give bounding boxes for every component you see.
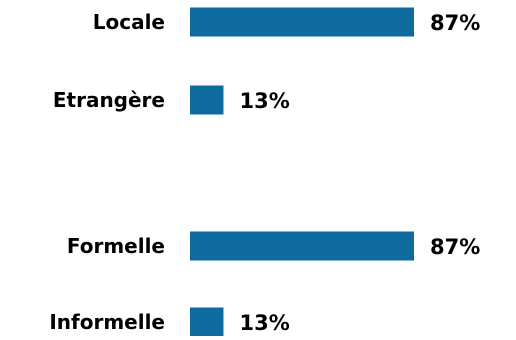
chart-group-2: Formelle 87% Informelle 13% xyxy=(49,231,480,337)
value-label: 13% xyxy=(239,311,289,335)
category-label: Formelle xyxy=(67,234,165,258)
bar xyxy=(190,307,224,337)
bar xyxy=(190,7,414,37)
bar xyxy=(190,231,414,261)
value-label: 87% xyxy=(430,235,480,259)
value-label: 13% xyxy=(239,89,289,113)
category-label: Locale xyxy=(93,10,165,34)
chart-group-1: Locale 87% Etrangère 13% xyxy=(53,7,480,115)
value-label: 87% xyxy=(430,11,480,35)
category-label: Etrangère xyxy=(53,88,165,112)
category-label: Informelle xyxy=(49,310,165,334)
bar xyxy=(190,85,224,115)
